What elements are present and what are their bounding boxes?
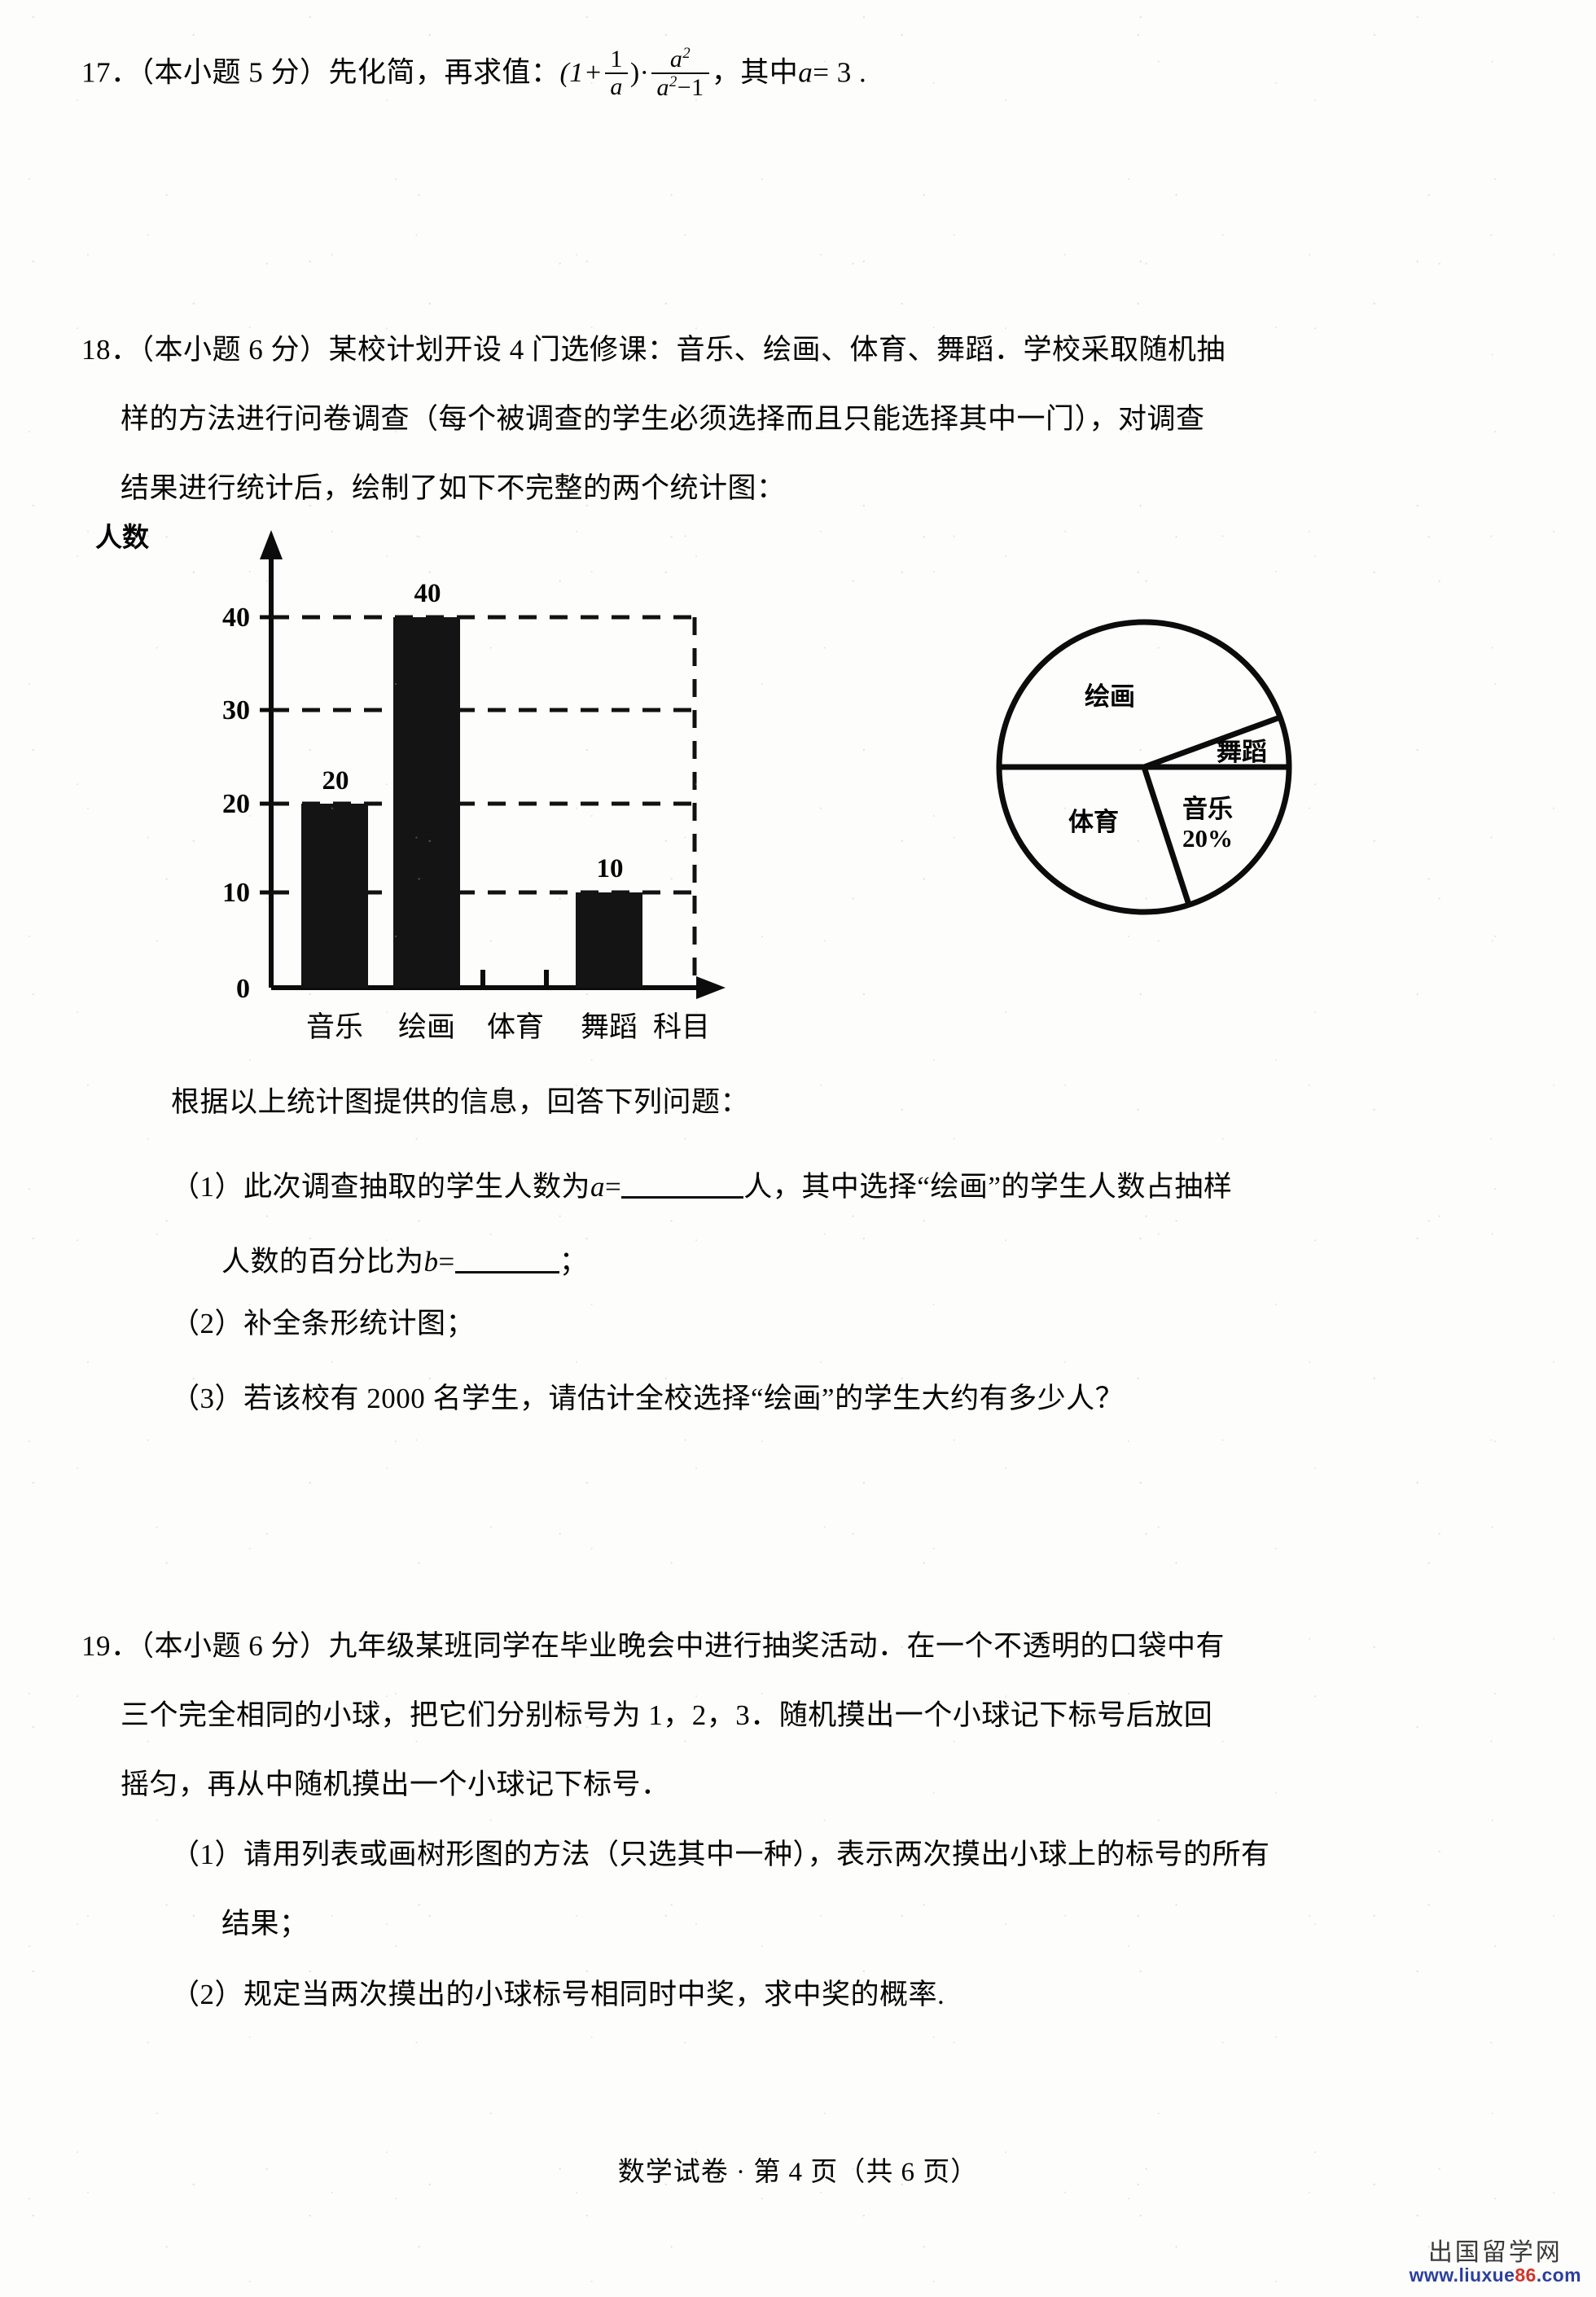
- answer-blank-b[interactable]: [454, 1241, 559, 1273]
- question-17-stem: 先化简，再求值：: [328, 56, 560, 89]
- equals-b: =: [438, 1245, 455, 1278]
- pie-label-yinyue: 音乐 20%: [1163, 795, 1252, 853]
- question-17-number: 17: [81, 56, 111, 89]
- question-17-stem-after: ，其中: [711, 56, 799, 89]
- pie-label-wudao: 舞蹈: [1217, 738, 1267, 766]
- answer-blank-a[interactable]: [621, 1166, 744, 1199]
- bar-chart: 人数 科目 0 10 20 30 40 20 40 10 音乐 绘画 体育 舞蹈: [95, 524, 745, 1079]
- watermark-url-prefix: www.liuxue: [1409, 2264, 1515, 2286]
- question-18-line-1: 18．（本小题 6 分）某校计划开设 4 门选修课：音乐、绘画、体育、舞蹈．学校…: [81, 335, 1226, 364]
- question-19-line-2: 三个完全相同的小球，把它们分别标号为 1，2，3．随机摸出一个小球记下标号后放回: [121, 1699, 1213, 1731]
- x-axis-arrow: [696, 976, 726, 999]
- question-17-variable: a: [798, 56, 813, 89]
- question-18-prompt: 根据以上统计图提供的信息，回答下列问题：: [171, 1086, 750, 1118]
- expr-close: )·: [629, 58, 650, 89]
- ytick-label-10: 10: [222, 878, 250, 908]
- pie-label-huihua: 绘画: [1085, 682, 1135, 711]
- question-18-number: 18: [81, 334, 111, 366]
- question-18-marks: （本小题 6 分）: [139, 334, 329, 366]
- part-label: （3）: [171, 1383, 244, 1414]
- ytick-label-30: 30: [222, 695, 250, 725]
- question-18-part-1-line-1: （1）此次调查抽取的学生人数为a= 人，其中选择“绘画”的学生人数占抽样: [171, 1166, 1232, 1201]
- pie-divider-huihua-wudao: [1142, 714, 1282, 770]
- bar-huihua: [393, 617, 460, 988]
- category-label-tiyu: 体育: [486, 1011, 544, 1043]
- category-label-wudao: 舞蹈: [580, 1011, 638, 1043]
- ytick-label-20: 20: [222, 789, 250, 819]
- question-19-number: 19: [81, 1630, 111, 1662]
- fraction-numerator: 1: [610, 46, 623, 72]
- part-text: 补全条形统计图；: [243, 1308, 476, 1339]
- question-18-dot: ．: [111, 334, 140, 366]
- bar-chart-svg: [260, 530, 726, 999]
- category-label-huihua: 绘画: [397, 1011, 455, 1043]
- question-17-condition: = 3 .: [813, 56, 867, 89]
- bar-yinyue: [301, 804, 368, 988]
- question-18-line-2: 样的方法进行问卷调查（每个被调查的学生必须选择而且只能选择其中一门），对调查: [121, 403, 1205, 435]
- fraction-denominator: a2−1: [651, 72, 709, 101]
- ytick-label-0: 0: [236, 974, 250, 1004]
- question-19-dot: ．: [111, 1630, 140, 1662]
- pie-divider-yinyue-tiyu: [1141, 765, 1192, 906]
- fraction-a2-over-a2-minus-1: a2 a2−1: [651, 45, 709, 102]
- question-18-part-2: （2）补全条形统计图；: [171, 1309, 475, 1338]
- question-18-line-3: 结果进行统计后，绘制了如下不完整的两个统计图：: [121, 472, 786, 504]
- part-text-tail: ；: [559, 1245, 589, 1278]
- bar-wudao: [576, 892, 642, 988]
- category-label-yinyue: 音乐: [305, 1011, 363, 1043]
- part-text-tail: 人，其中选择“绘画”的学生人数占抽样: [743, 1170, 1233, 1203]
- watermark-site-name: 出国留学网: [1427, 2239, 1563, 2266]
- part-label: （1）: [171, 1170, 244, 1203]
- part-text: 人数的百分比为: [221, 1245, 424, 1278]
- question-17-dot: ．: [111, 56, 140, 89]
- part-text: 此次调查抽取的学生人数为: [243, 1170, 591, 1203]
- part-label: （2）: [171, 1979, 244, 2010]
- pie-label-yinyue-percent: 20%: [1182, 823, 1233, 853]
- equals-a: =: [605, 1170, 622, 1203]
- question-19-line-3: 摇匀，再从中随机摸出一个小球记下标号．: [121, 1769, 670, 1800]
- watermark: 出国留学网 www.liuxue86.com: [1409, 2239, 1581, 2286]
- question-18-part-3: （3）若该校有 2000 名学生，请估计全校选择“绘画”的学生大约有多少人？: [171, 1384, 1124, 1413]
- pie-label-tiyu: 体育: [1068, 808, 1119, 836]
- question-18-part-1-line-2: 人数的百分比为b= ；: [221, 1241, 588, 1276]
- variable-b: b: [423, 1245, 439, 1278]
- question-17-marks: （本小题 5 分）: [139, 56, 329, 89]
- part-text: 请用列表或画树形图的方法（只选其中一种），表示两次摸出小球上的标号的所有: [243, 1839, 1270, 1870]
- bar-value-wudao: 10: [596, 854, 624, 883]
- watermark-url: www.liuxue86.com: [1409, 2264, 1581, 2286]
- question-19-part-1-line-1: （1）请用列表或画树形图的方法（只选其中一种），表示两次摸出小球上的标号的所有: [171, 1840, 1270, 1869]
- question-17-expression: (1+ 1 a)· a2 a2−1: [559, 45, 712, 103]
- x-axis-title: 科目: [652, 1011, 710, 1043]
- part-text: 若该校有 2000 名学生，请估计全校选择“绘画”的学生大约有多少人？: [243, 1383, 1125, 1414]
- pie-label-yinyue-text: 音乐: [1182, 795, 1233, 823]
- fraction-numerator: a2: [669, 45, 691, 72]
- watermark-url-highlight: 86: [1515, 2264, 1537, 2286]
- bar-value-yinyue: 20: [322, 766, 349, 796]
- pie-chart: 绘画 舞蹈 音乐 20% 体育: [989, 619, 1315, 945]
- part-label: （1）: [171, 1839, 244, 1870]
- question-17: 17．（本小题 5 分）先化简，再求值：(1+ 1 a)· a2 a2−1 ，其中a= 3…: [81, 45, 867, 103]
- question-19-line-1: 19．（本小题 6 分）九年级某班同学在毕业晚会中进行抽奖活动．在一个不透明的口…: [81, 1632, 1225, 1660]
- bar-value-huihua: 40: [414, 579, 441, 608]
- variable-a: a: [590, 1170, 606, 1203]
- ytick-label-40: 40: [222, 603, 250, 633]
- part-text: 规定当两次摸出的小球标号相同时中奖，求中奖的概率.: [243, 1979, 945, 2010]
- page-footer: 数学试卷 · 第 4 页（共 6 页）: [617, 2158, 979, 2187]
- question-19-marks: （本小题 6 分）: [139, 1630, 329, 1662]
- question-18-text: 某校计划开设 4 门选修课：音乐、绘画、体育、舞蹈．学校采取随机抽: [328, 334, 1226, 366]
- question-19-part-1-line-2: 结果；: [221, 1908, 309, 1940]
- pie-chart-svg: [996, 619, 1292, 915]
- watermark-url-suffix: .com: [1536, 2264, 1581, 2286]
- y-axis-title: 人数: [95, 524, 149, 553]
- fraction-denominator: a: [605, 72, 628, 100]
- part-label: （2）: [171, 1308, 244, 1339]
- y-axis-arrow: [260, 530, 283, 559]
- question-19-part-2: （2）规定当两次摸出的小球标号相同时中奖，求中奖的概率.: [171, 1980, 945, 2009]
- expr-open: (1+: [559, 58, 603, 89]
- question-19-text: 九年级某班同学在毕业晚会中进行抽奖活动．在一个不透明的口袋中有: [328, 1630, 1226, 1662]
